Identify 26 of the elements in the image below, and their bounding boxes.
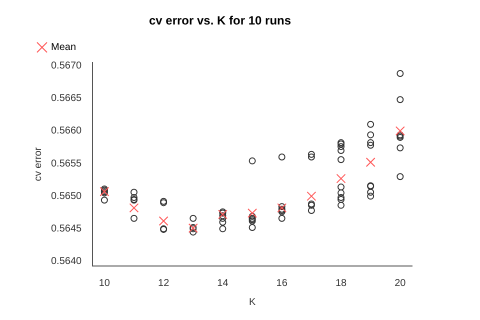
x-axis-title: K: [248, 296, 256, 308]
x-tick-label: 20: [394, 278, 406, 289]
y-axis-title: cv error: [32, 146, 44, 182]
y-tick-label: 0.5650: [50, 190, 82, 202]
point: [158, 216, 168, 226]
y-tick-label: 0.5670: [50, 60, 82, 72]
x-tick-label: 18: [335, 278, 348, 289]
legend-label: Mean: [51, 42, 76, 54]
x-tick-label: 14: [217, 278, 229, 289]
y-tick-label: 0.5655: [50, 158, 82, 170]
point: [366, 158, 376, 167]
y-tick-label: 0.5645: [50, 224, 82, 235]
point: [277, 203, 287, 213]
x-tick-label: 16: [276, 278, 288, 289]
x-tick-label: 10: [98, 278, 110, 289]
chart-title: cv error vs. K for 10 runs: [148, 14, 292, 28]
y-tick-label: 0.5665: [50, 93, 82, 104]
point: [306, 191, 316, 201]
y-tick-label: 0.5660: [50, 126, 82, 137]
point: [395, 126, 405, 136]
y-tick-label: 0.5640: [50, 256, 82, 268]
x-tick-label: 12: [158, 278, 170, 289]
point: [248, 208, 258, 218]
point: [129, 203, 139, 213]
point: [336, 174, 346, 184]
point: [218, 210, 228, 220]
